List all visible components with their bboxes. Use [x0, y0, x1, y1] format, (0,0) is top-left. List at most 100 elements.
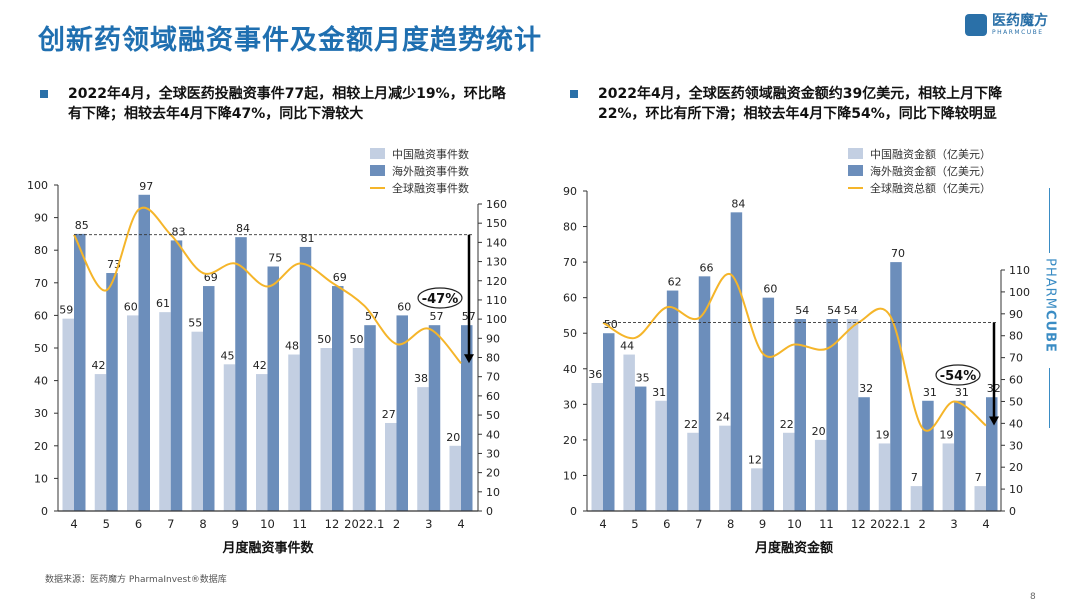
right-tick-label: 150: [486, 217, 507, 230]
annotation-label: -47%: [422, 292, 459, 307]
bar-china: [687, 432, 699, 511]
x-tick-label: 3: [425, 517, 432, 531]
label-overseas: 84: [731, 197, 745, 210]
label-china: 60: [124, 300, 138, 313]
left-tick-label: 30: [563, 398, 577, 411]
label-china: 50: [350, 333, 364, 346]
label-overseas: 31: [955, 386, 969, 399]
right-tick-label: 110: [486, 294, 507, 307]
bar-overseas: [364, 325, 376, 511]
bullet-text: 2022年4月，全球医药投融资事件77起，相较上月减少19%，环比略有下降；相较…: [68, 86, 506, 122]
label-overseas: 85: [75, 219, 89, 232]
label-china: 27: [382, 408, 396, 421]
legend-label: 海外融资金额（亿美元）: [870, 164, 991, 178]
label-china: 44: [620, 340, 634, 353]
right-tick-label: 90: [1009, 308, 1023, 321]
bullet-text: 2022年4月，全球医药领域融资金额约39亿美元，相较上月下降22%，环比有所下…: [598, 86, 1003, 122]
x-tick-label: 8: [727, 517, 734, 531]
legend-swatch: [370, 165, 385, 176]
bar-overseas: [858, 397, 870, 511]
left-tick-label: 80: [563, 221, 577, 234]
label-overseas: 69: [333, 271, 347, 284]
label-china: 24: [716, 411, 730, 424]
x-tick-label: 4: [457, 517, 464, 531]
bar-overseas: [730, 212, 743, 512]
label-china: 61: [156, 297, 170, 310]
bar-china: [974, 486, 986, 511]
label-china: 42: [92, 359, 106, 372]
bar-overseas: [203, 286, 215, 511]
left-tick-label: 0: [570, 505, 577, 518]
bar-overseas: [396, 315, 408, 511]
bar-china: [591, 383, 603, 511]
bar-overseas: [826, 319, 838, 511]
label-china: 36: [588, 368, 602, 381]
x-axis-title: 月度融资金额: [754, 540, 833, 556]
bar-china: [159, 312, 171, 511]
label-china: 50: [317, 333, 331, 346]
label-overseas: 81: [301, 232, 315, 245]
x-tick-label: 3: [950, 517, 957, 531]
legend-swatch: [848, 148, 863, 159]
bar-china: [223, 364, 236, 511]
right-tick-label: 100: [486, 313, 507, 326]
bar-overseas: [794, 319, 806, 511]
label-china: 7: [975, 471, 982, 484]
legend-label: 海外融资事件数: [392, 164, 469, 178]
left-tick-label: 10: [563, 469, 577, 482]
legend-swatch: [370, 148, 385, 159]
label-overseas: 62: [668, 276, 682, 289]
label-overseas: 97: [139, 180, 153, 193]
label-overseas: 54: [795, 304, 809, 317]
bar-china: [62, 318, 74, 511]
right-tick-label: 20: [1009, 461, 1023, 474]
right-tick-label: 10: [486, 486, 500, 499]
bar-china: [878, 443, 891, 511]
x-tick-label: 4: [599, 517, 606, 531]
label-china: 48: [285, 340, 299, 353]
bar-overseas: [922, 400, 934, 511]
right-tick-label: 20: [486, 467, 500, 480]
label-overseas: 60: [763, 283, 777, 296]
arrow-head-icon: [464, 354, 474, 364]
page-title: 创新药领域融资事件及金额月度趋势统计: [38, 25, 542, 56]
side-brand-part2: CUBE: [1042, 309, 1058, 353]
right-tick-label: 70: [1009, 352, 1023, 365]
bar-china: [417, 387, 429, 511]
right-tick-label: 90: [486, 332, 500, 345]
right-tick-label: 0: [486, 505, 493, 518]
right-tick-label: 70: [486, 371, 500, 384]
bar-overseas: [698, 276, 711, 511]
bar-overseas: [138, 194, 150, 511]
label-overseas: 50: [604, 318, 618, 331]
bar-overseas: [666, 290, 679, 511]
left-tick-label: 90: [563, 185, 577, 198]
label-overseas: 57: [430, 310, 444, 323]
bar-china: [623, 354, 635, 511]
bullet-square-icon: [570, 90, 578, 98]
bar-overseas: [170, 240, 183, 512]
divider: [1049, 368, 1050, 428]
left-tick-label: 40: [563, 363, 577, 376]
bar-china: [655, 400, 667, 511]
x-tick-label: 4: [982, 517, 989, 531]
bullet-amount: 2022年4月，全球医药领域融资金额约39亿美元，相较上月下降22%，环比有所下…: [570, 84, 1030, 124]
left-tick-label: 50: [563, 327, 577, 340]
left-tick-label: 100: [27, 179, 48, 192]
left-tick-label: 90: [34, 212, 48, 225]
right-tick-label: 60: [486, 390, 500, 403]
right-tick-label: 0: [1009, 505, 1016, 518]
bullet-square-icon: [40, 90, 48, 98]
left-tick-label: 20: [563, 434, 577, 447]
bar-overseas: [890, 262, 902, 511]
bar-china: [94, 374, 107, 511]
annotation-ellipse: [935, 364, 981, 386]
left-tick-label: 70: [34, 277, 48, 290]
right-tick-label: 40: [486, 428, 500, 441]
annotation-ellipse: [417, 287, 463, 309]
x-tick-label: 6: [663, 517, 670, 531]
left-tick-label: 50: [34, 342, 48, 355]
bar-china: [352, 348, 365, 511]
label-china: 31: [652, 386, 666, 399]
legend-label: 全球融资事件数: [392, 181, 469, 195]
